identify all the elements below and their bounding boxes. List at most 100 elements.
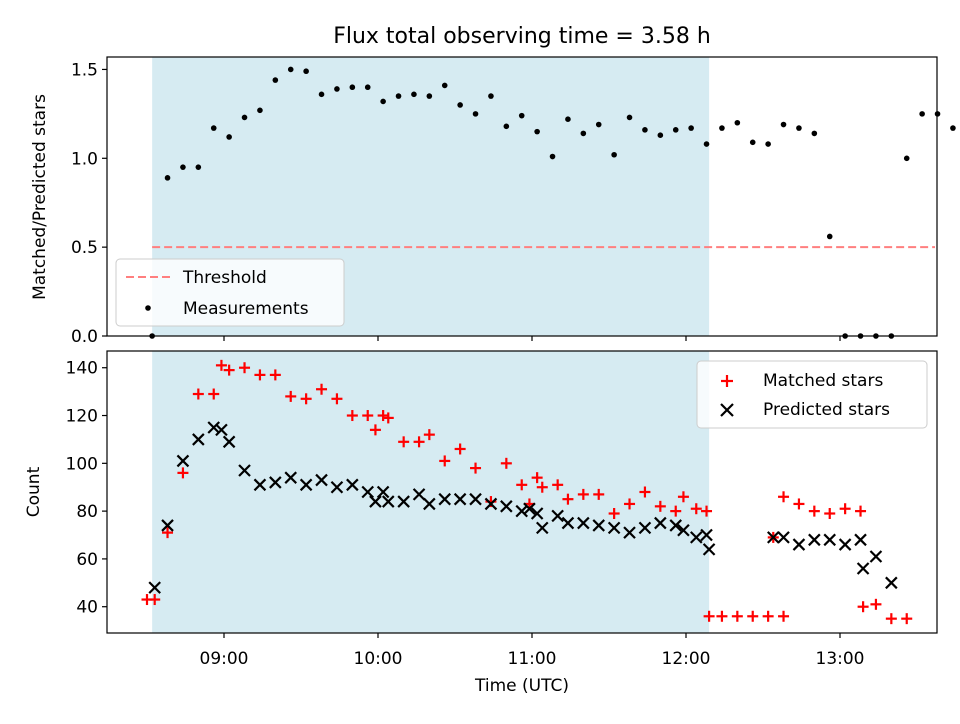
bottom-panel: 40 60 80 100 120 140 09:00 10:00 11:00 12:00 13:00… [24,350,938,696]
matched-star-point [149,594,161,606]
top-y-tick-label: 0.0 [71,327,98,347]
predicted-star-point [207,421,221,434]
matched-star-point [192,388,204,400]
matched-star-point [762,610,774,622]
predicted-star-point [792,538,806,551]
matched-star-point [885,613,897,625]
bottom-y-tick-label: 100 [66,454,98,474]
predicted-star-point [381,495,395,508]
predicted-star-point [238,464,251,477]
measurement-point [334,86,340,92]
top-legend: Threshold Measurements [115,258,345,327]
matched-star-point [362,410,374,422]
measurement-point [488,93,494,99]
matched-star-point [377,410,389,422]
matched-star-point [703,610,715,622]
measurement-point [534,128,540,135]
top-y-tick-label: 0.5 [71,238,98,258]
predicted-star-point [500,500,513,513]
matched-star-point [423,429,435,441]
measurement-point [364,84,371,91]
matched-star-point [413,436,425,448]
measurement-point [518,112,525,119]
matched-star-point [439,455,451,467]
matched-star-point [215,359,227,371]
predicted-star-point [222,435,236,449]
measurement-point [765,141,771,147]
predicted-star-point [397,495,410,508]
measurement-point [703,141,710,147]
matched-star-point [223,364,235,376]
bottom-y-tick-label: 120 [66,407,98,427]
measurement-point [164,175,171,181]
measurement-point [303,68,309,75]
measurement-point [565,116,571,122]
matched-star-point [731,610,743,622]
bottom-y-tick-label: 60 [76,550,98,570]
measurement-point [780,121,787,128]
predicted-star-point [284,471,298,484]
matched-star-point [382,412,394,424]
matched-star-point [608,508,620,520]
predicted-star-point [689,531,703,544]
legend-matched-marker [721,375,733,387]
measurement-point [411,91,417,98]
measurement-point [950,125,956,131]
bottom-y-axis-label: Count [24,466,44,517]
measurement-point [241,114,248,121]
measurement-point [672,127,679,133]
matched-star-point [500,457,512,469]
top-legend-box [115,258,345,327]
predicted-star-point [161,519,174,532]
matched-star-point [562,493,574,505]
legend-measurements-label: Measurements [183,299,309,319]
matched-star-point [516,479,528,491]
predicted-star-point [808,533,821,547]
matched-star-point [778,491,790,503]
predicted-star-point [484,497,498,511]
matched-star-point [747,610,759,622]
chart-title: Flux total observing time = 3.58 h [333,24,711,49]
measurement-point [257,107,263,114]
observing-window-shade [152,351,710,633]
bottom-y-tick-label: 40 [76,598,98,618]
predicted-star-point [856,562,870,575]
measurement-point [549,153,556,160]
bottom-y-tick-label: 80 [76,502,98,522]
matched-star-point [793,498,805,510]
matched-star-point [552,479,564,491]
measurement-point [272,77,279,83]
matched-star-point [316,383,328,395]
predicted-star-point [638,521,652,535]
bottom-legend: Matched stars Predicted stars [696,360,928,429]
top-plot-frame [106,56,938,337]
matched-star-point [531,472,543,484]
measurement-point [642,127,648,133]
predicted-star-point [315,473,328,487]
measurement-point [626,114,633,121]
predicted-star-point [453,492,467,506]
predicted-star-point [192,433,205,446]
matched-star-point [239,362,251,374]
matched-star-point [269,369,281,381]
measurement-point [903,155,910,162]
measurement-point [919,111,925,117]
predicted-star-point [469,492,482,506]
matched-star-point [254,369,266,381]
x-tick-label: 12:00 [662,649,711,669]
predicted-star-point [838,538,852,551]
matched-star-point [839,503,851,515]
predicted-star-point [669,519,683,532]
predicted-star-point [376,485,390,499]
matched-star-point [331,393,343,405]
matched-star-point [670,505,682,517]
predicted-star-point [561,516,575,530]
predicted-star-point [176,454,190,468]
predicted-star-point [299,478,313,492]
predicted-star-point [607,521,621,535]
matched-star-point [870,598,882,610]
predicted-star-point [253,478,267,492]
top-y-tick-label: 1.0 [71,149,98,169]
matched-star-point [470,462,482,474]
bottom-y-tick-label: 140 [66,359,98,379]
